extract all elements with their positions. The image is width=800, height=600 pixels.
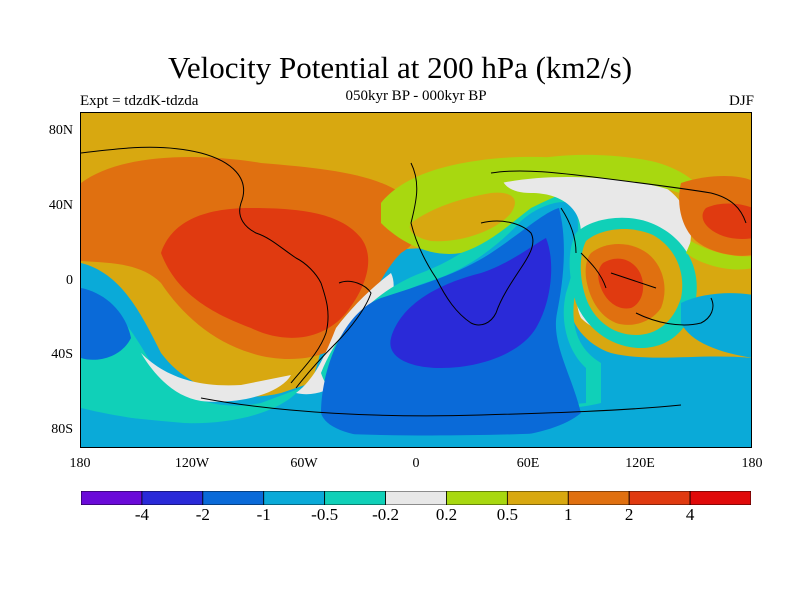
experiment-label: Expt = tdzdK-tdzda xyxy=(80,93,199,109)
map-field xyxy=(81,113,751,447)
colorbar-label: 2 xyxy=(624,505,634,524)
colorbar-label: 4 xyxy=(685,505,695,524)
lon-tick-0: 0 xyxy=(412,456,420,471)
field-red-orange-americas xyxy=(161,208,369,338)
lon-tick-120e: 120E xyxy=(625,456,655,471)
colorbar-swatch xyxy=(324,491,386,505)
lon-tick-180w: 180 xyxy=(69,456,91,471)
field-lime-asia xyxy=(501,154,711,203)
colorbar-swatch xyxy=(385,491,447,505)
lat-tick-80s: 80S xyxy=(51,422,73,437)
colorbar-swatch xyxy=(689,491,751,505)
field-blue-pacific-west xyxy=(81,288,131,360)
colorbar-label: 0.5 xyxy=(496,505,518,524)
field-lime-east-pacific xyxy=(686,241,751,270)
coastlines xyxy=(81,146,747,417)
lon-tick-60e: 60E xyxy=(516,456,540,471)
colorbar-swatch xyxy=(81,491,143,505)
lat-tick-40n: 40N xyxy=(48,198,73,213)
field-deep-blue-indian xyxy=(390,238,552,368)
colorbar-label: -0.2 xyxy=(372,505,399,524)
lon-tick-60w: 60W xyxy=(290,456,318,471)
colorbar-swatch xyxy=(202,491,265,505)
colorbar-label: -2 xyxy=(195,505,210,524)
velocity-potential-map xyxy=(80,112,752,448)
colorbar-label: -1 xyxy=(256,505,271,524)
colorbar xyxy=(81,491,751,505)
colorbar-label: -0.5 xyxy=(311,505,339,524)
lat-tick-80n: 80N xyxy=(48,123,73,138)
lon-tick-180e: 180 xyxy=(741,456,763,471)
colorbar-swatch xyxy=(506,491,569,505)
colorbar-swatch xyxy=(446,491,508,505)
colorbar-swatch xyxy=(263,491,326,505)
field-gold-north-atlantic xyxy=(409,192,515,242)
field-light-blue-antarctic xyxy=(81,413,751,447)
colorbar-swatch xyxy=(141,491,204,505)
colorbar-swatch xyxy=(628,491,691,505)
lat-tick-40s: 40S xyxy=(51,347,73,362)
map-title: Velocity Potential at 200 hPa (km2/s) xyxy=(167,50,633,85)
lon-tick-120w: 120W xyxy=(174,456,210,471)
field-light-blue-east-pacific xyxy=(681,293,751,358)
colorbar-swatch xyxy=(567,491,630,505)
colorbar-label: 1 xyxy=(564,505,573,524)
lat-tick-equator: 0 xyxy=(66,273,73,288)
field-teal-southwest xyxy=(81,293,301,424)
season-label: DJF xyxy=(728,93,754,109)
field-red-orange-east-pacific xyxy=(702,203,751,239)
field-red-orange-maritime xyxy=(598,258,644,309)
colorbar-label: -4 xyxy=(134,505,149,524)
colorbar-label: 0.2 xyxy=(435,505,458,524)
map-subtitle: 050kyr BP - 000kyr BP xyxy=(345,88,487,104)
field-white-southwest xyxy=(141,353,291,402)
